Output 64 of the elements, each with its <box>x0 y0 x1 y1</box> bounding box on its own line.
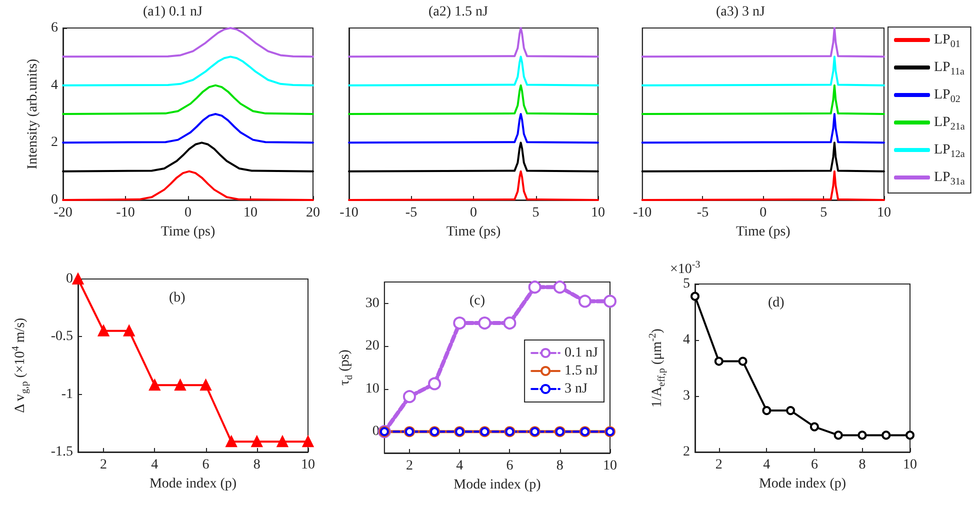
x-axis-title: Mode index (p) <box>758 476 846 492</box>
x-tick-label: 4 <box>763 458 770 472</box>
x-tick-label: 10 <box>244 206 258 220</box>
x-tick-label: 6 <box>506 458 514 474</box>
x-axis-title: Time (ps) <box>446 224 501 240</box>
x-tick-label: 10 <box>591 206 605 220</box>
x-tick-label: 2 <box>715 458 722 472</box>
x-tick-label: 10 <box>903 458 917 472</box>
legend-label: 1.5 nJ <box>564 364 599 378</box>
y-tick-label: 4 <box>683 332 690 348</box>
x-tick-label: 2 <box>100 458 108 472</box>
x-axis-title: Time (ps) <box>160 224 216 240</box>
x-tick-label: 10 <box>603 458 617 474</box>
x-tick-label: 6 <box>810 458 818 472</box>
x-tick-label: -10 <box>632 206 652 220</box>
annotation: (d) <box>768 296 785 310</box>
annotation: (b) <box>169 290 186 306</box>
x-tick-label: 20 <box>306 206 320 220</box>
x-tick-label: 10 <box>877 206 891 220</box>
x-axis-title: Mode index (p) <box>454 477 542 492</box>
x-tick-label: 4 <box>456 458 464 474</box>
y-tick-label: 20 <box>365 338 380 354</box>
x-tick-label: 8 <box>858 458 866 472</box>
annotation: (c) <box>470 294 486 308</box>
x-tick-label: 10 <box>301 458 315 472</box>
y-tick-label: 2 <box>51 135 58 150</box>
x-tick-label: 0 <box>184 206 192 220</box>
y-tick-label: 10 <box>365 381 380 396</box>
y-tick-label: 0 <box>66 272 73 286</box>
chart-title: (a1) 0.1 nJ <box>143 4 204 20</box>
y-tick-label: 6 <box>51 20 58 36</box>
x-axis-title: Time (ps) <box>736 224 791 240</box>
y-axis-title: 1/Aeff,p (μm-2) <box>648 328 668 408</box>
legend-label: 3 nJ <box>564 382 588 396</box>
x-tick-label: -10 <box>340 206 358 220</box>
y-tick-label: 2 <box>683 444 690 460</box>
x-tick-label: -5 <box>696 206 709 220</box>
y-axis-title: τd (ps) <box>338 349 355 386</box>
x-tick-label: 2 <box>406 458 413 474</box>
y-tick-label: 3 <box>683 388 690 404</box>
y-axis-title: Δ vg,p (×104 m/s) <box>10 317 30 413</box>
x-tick-label: 6 <box>202 458 210 472</box>
y-tick-label: -1 <box>61 386 73 402</box>
x-tick-label: -5 <box>405 206 418 220</box>
y-tick-label: -1.5 <box>50 444 73 460</box>
x-tick-label: 5 <box>820 206 828 220</box>
x-tick-label: 0 <box>470 206 477 220</box>
x-tick-label: 8 <box>253 458 260 472</box>
y-tick-label: 30 <box>365 296 380 311</box>
x-tick-label: 8 <box>556 458 564 474</box>
x-tick-label: 0 <box>760 206 767 220</box>
y-tick-label: 5 <box>683 276 690 292</box>
y-tick-label: -0.5 <box>50 329 73 344</box>
x-tick-label: -10 <box>116 206 135 220</box>
y-tick-label: 4 <box>51 78 58 93</box>
x-tick-label: 4 <box>151 458 158 472</box>
x-tick-label: 5 <box>532 206 540 220</box>
y-tick-label: 0 <box>51 192 58 208</box>
chart-title: (a3) 3 nJ <box>716 4 766 20</box>
x-axis-title: Mode index (p) <box>149 476 237 492</box>
legend-label: 0.1 nJ <box>564 346 599 360</box>
x-tick-label: -20 <box>54 206 72 220</box>
chart-title: (a2) 1.5 nJ <box>428 4 489 20</box>
y-axis-title: Intensity (arb.units) <box>26 58 41 170</box>
